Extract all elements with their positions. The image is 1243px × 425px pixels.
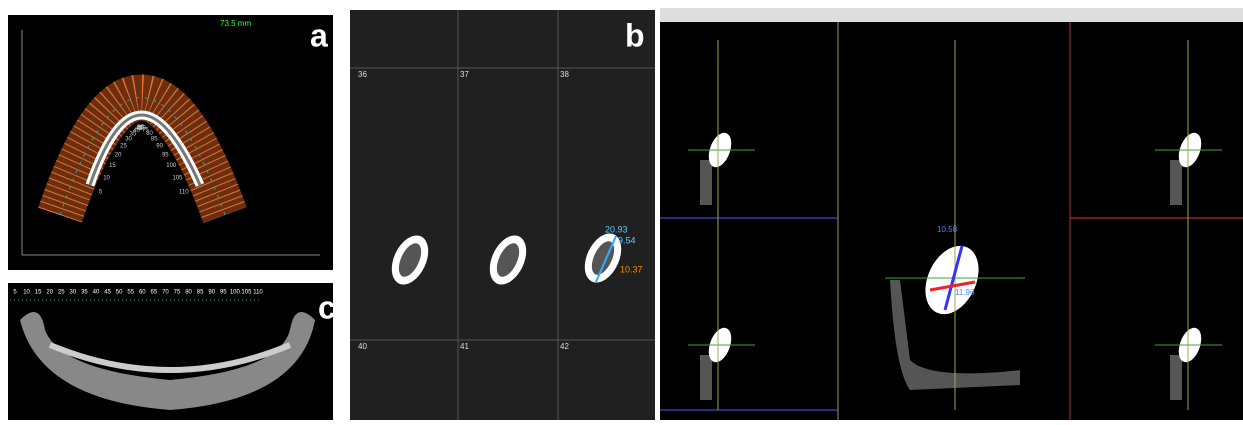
arc-label: 50 bbox=[137, 125, 144, 131]
bone-marrow bbox=[591, 241, 615, 275]
ruler-label: 15 bbox=[35, 290, 42, 296]
ruler-label: 60 bbox=[139, 290, 146, 296]
ruler-label: 65 bbox=[151, 290, 158, 296]
ruler-label: 10 bbox=[23, 290, 30, 296]
arc-label: 90 bbox=[156, 144, 163, 150]
ruler-label: 110 bbox=[253, 290, 263, 296]
ruler-label: 5 bbox=[13, 290, 17, 296]
arc-label: 95 bbox=[162, 153, 169, 159]
slice-number: 37 bbox=[460, 70, 469, 79]
guides bbox=[717, 40, 1189, 410]
arc-label: 30 bbox=[125, 137, 132, 143]
phantom bbox=[700, 160, 712, 205]
measure-line bbox=[929, 280, 976, 292]
phantom bbox=[700, 355, 712, 400]
ruler-label: 20 bbox=[46, 290, 53, 296]
ruler-label: 35 bbox=[81, 290, 88, 296]
bone-marrow bbox=[398, 243, 422, 277]
arc-label: 85 bbox=[151, 136, 158, 142]
panel-a: 73.5 mm a bbox=[8, 15, 333, 270]
mandible-cortex bbox=[48, 342, 292, 373]
ruler-label: 105 bbox=[241, 290, 252, 296]
mandible-panoramic bbox=[20, 312, 315, 410]
measurement: 9.54 bbox=[618, 235, 636, 245]
panel-label: b bbox=[625, 17, 645, 53]
slice-number: 40 bbox=[358, 342, 367, 351]
measurement: 10.37 bbox=[620, 264, 643, 274]
arc-label: 35 bbox=[130, 131, 137, 137]
measurement: 20.93 bbox=[605, 224, 628, 234]
ruler-label: 75 bbox=[174, 290, 181, 296]
measurement: 10.58 bbox=[937, 225, 958, 234]
bone-marrow bbox=[496, 243, 520, 277]
arc-label: 20 bbox=[115, 153, 122, 159]
panel-label: c bbox=[318, 289, 336, 325]
arc-label: 45 bbox=[136, 126, 143, 132]
ruler-label: 90 bbox=[208, 290, 215, 296]
ruler-label: 45 bbox=[104, 290, 111, 296]
ruler-label: 85 bbox=[197, 290, 204, 296]
slice-number: 36 bbox=[358, 70, 367, 79]
arc-label: 40 bbox=[133, 128, 140, 134]
jaw-sections bbox=[700, 160, 1182, 400]
arch-band bbox=[38, 74, 247, 223]
measurement: 73.5 mm bbox=[220, 19, 251, 28]
toolbar bbox=[660, 8, 1243, 22]
arc-label: 105 bbox=[172, 176, 183, 182]
arc-label: 60 bbox=[137, 125, 144, 131]
panel-d: 10.58 11.96 d bbox=[660, 8, 1243, 420]
mandible-canal bbox=[88, 113, 202, 186]
measure-line bbox=[943, 245, 964, 311]
panel-label: a bbox=[310, 17, 328, 53]
arc-label: 55 bbox=[137, 125, 144, 131]
panel-background bbox=[350, 10, 655, 420]
ruler-label: 25 bbox=[58, 290, 65, 296]
ruler-label: 70 bbox=[162, 290, 169, 296]
arc-label: 100 bbox=[166, 163, 177, 169]
slice-number: 42 bbox=[560, 342, 569, 351]
phantom bbox=[1170, 160, 1182, 205]
arc-label: 70 bbox=[139, 126, 146, 132]
arc-label: 10 bbox=[103, 175, 110, 181]
ruler-label: 55 bbox=[127, 290, 134, 296]
ruler-label: 80 bbox=[185, 290, 192, 296]
panel-c: c bbox=[8, 283, 336, 420]
ruler-label: 30 bbox=[70, 290, 77, 296]
arc-label: 5 bbox=[99, 189, 103, 195]
panel-background bbox=[660, 22, 1243, 420]
slice-number: 41 bbox=[460, 342, 469, 351]
phantom bbox=[890, 280, 1020, 390]
slice-number: 38 bbox=[560, 70, 569, 79]
arc-label: 110 bbox=[179, 190, 189, 196]
measurement: 11.96 bbox=[955, 288, 975, 297]
ruler-label: 40 bbox=[93, 290, 100, 296]
arc-label: 15 bbox=[109, 163, 116, 169]
measure-line bbox=[595, 235, 617, 283]
ruler-label: 100 bbox=[230, 290, 241, 296]
ruler-label: 50 bbox=[116, 290, 123, 296]
arc-label: 25 bbox=[120, 144, 127, 150]
phantom bbox=[1170, 355, 1182, 400]
ruler-label: 95 bbox=[220, 290, 227, 296]
arc-label: 75 bbox=[142, 128, 149, 134]
panel-label: d bbox=[1222, 31, 1242, 67]
arc-label: 65 bbox=[137, 125, 144, 131]
arc-label: 80 bbox=[146, 131, 153, 137]
panel-b: 20.93 9.54 10.37 36 37 38 40 41 42 b bbox=[350, 10, 655, 420]
